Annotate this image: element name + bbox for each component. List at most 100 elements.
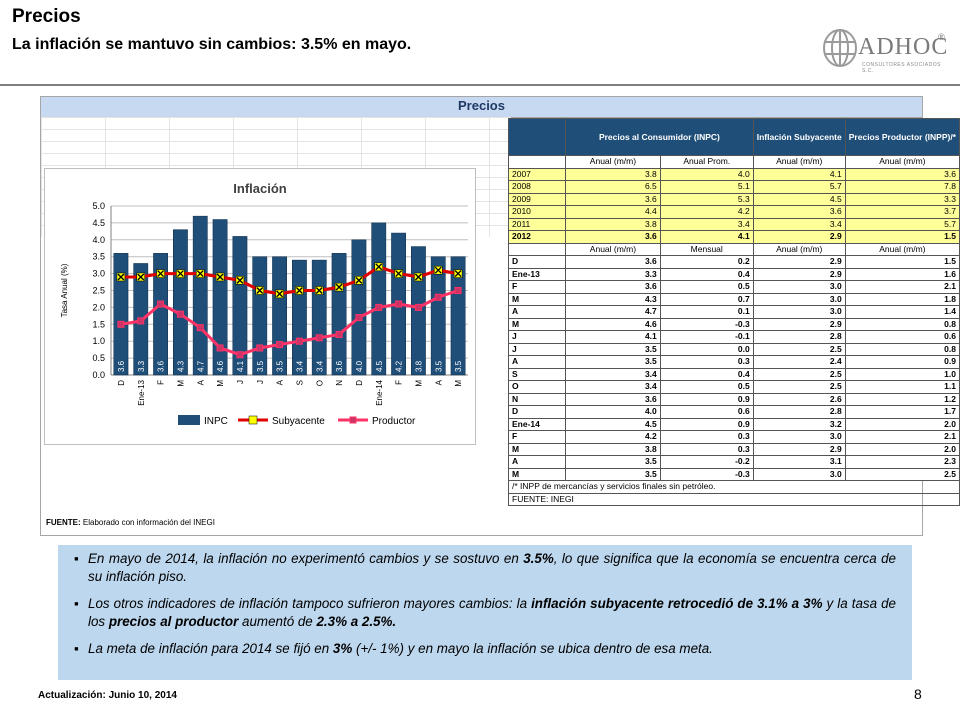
inflation-chart-svg: Inflación 0.0 0.5 1.0 1.5 2.0 2.5 3.0 3.5 4.0 4.5 5… <box>60 181 468 427</box>
bar-value-label: 3.5 <box>256 360 265 372</box>
header-subyacente: Inflación Subyacente <box>752 118 846 156</box>
productor-marker <box>256 344 264 352</box>
subyacente-marker-x <box>196 270 204 278</box>
bullet-text: (+/- 1%) y en mayo la inflación se ubica… <box>352 641 713 656</box>
table-cell: 0.4 <box>659 367 754 381</box>
subyacente-marker-x <box>335 283 343 291</box>
table-cell: 2.5 <box>844 467 960 481</box>
table-row-month: J 3.5 0.0 2.5 0.8 <box>507 342 960 356</box>
table-cell: 4.7 <box>565 305 661 319</box>
panel-title: Precios <box>458 98 505 113</box>
bullet-text: , lo que significa que la economía se en… <box>88 551 896 584</box>
table-cell: 3.0 <box>752 305 846 319</box>
table-cell: 0.6 <box>844 330 960 344</box>
subyacente-marker-x <box>157 270 165 278</box>
row-label: 2011 <box>507 217 567 231</box>
subheader-cell: Anual (m/m) <box>565 155 661 169</box>
x-tick-label: F <box>157 380 166 385</box>
bar-value-label: 4.6 <box>216 360 225 372</box>
panel-header: Precios <box>41 97 922 118</box>
table-cell: 3.6 <box>565 280 661 294</box>
logo-globe-icon <box>823 29 857 67</box>
subyacente-marker-x <box>355 276 363 284</box>
bullet-text: y la tasa de los <box>88 596 896 629</box>
table-cell: 5.1 <box>659 180 754 194</box>
row-label: 2008 <box>507 180 567 194</box>
table-row-month: M 4.3 0.7 3.0 1.8 <box>507 292 960 306</box>
table-row-month: N 3.6 0.9 2.6 1.2 <box>507 392 960 406</box>
bar-value-label: 3.6 <box>335 360 344 372</box>
y-tick-label: 4.0 <box>92 235 105 245</box>
table-cell: 2.8 <box>752 405 846 419</box>
table-cell: 4.4 <box>565 205 661 219</box>
x-tick-label: D <box>355 380 364 386</box>
x-tick-label: M <box>176 380 185 387</box>
table-cell: 0.9 <box>659 392 754 406</box>
table-note-row: /* INPP de mercancías y servicios finale… <box>508 480 960 494</box>
bar-value-label: 3.4 <box>295 360 304 372</box>
table-subheader-corner <box>507 242 567 256</box>
productor-marker <box>434 293 442 301</box>
table-cell: 3.8 <box>565 442 661 456</box>
row-label: S <box>507 367 567 381</box>
row-label: N <box>507 392 567 406</box>
row-label: D <box>507 255 567 269</box>
table-cell: 3.3 <box>565 267 661 281</box>
y-tick-label: 4.5 <box>92 218 105 228</box>
productor-marker <box>157 300 165 308</box>
legend-productor-label: Productor <box>372 416 416 427</box>
header-divider <box>0 84 960 86</box>
table-row-year: 2010 4.4 4.2 3.6 3.7 <box>507 205 960 219</box>
notes-box: En mayo de 2014, la inflación no experim… <box>58 545 912 680</box>
page-subtitle: La inflación se mantuvo sin cambios: 3.5… <box>12 36 412 53</box>
table-cell: 3.4 <box>565 367 661 381</box>
table-cell: 7.8 <box>844 180 960 194</box>
table-cell: 2.9 <box>752 317 846 331</box>
inpc-bar <box>113 253 129 376</box>
table-cell: 2.6 <box>752 392 846 406</box>
inflation-chart: Inflación 0.0 0.5 1.0 1.5 2.0 2.5 3.0 3.5 4.0 4.5 5… <box>44 168 476 445</box>
table-cell: 2.1 <box>844 280 960 294</box>
header-inpp: Precios Productor (INPP)/* <box>844 118 960 156</box>
update-date: Actualización: Junio 10, 2014 <box>38 690 177 701</box>
table-cell: 1.2 <box>844 392 960 406</box>
bullet-emphasis: 3.5% <box>523 551 554 566</box>
table-row-month: M 3.5 -0.3 3.0 2.5 <box>507 467 960 481</box>
productor-marker <box>335 330 343 338</box>
y-tick-label: 0.0 <box>92 370 105 380</box>
x-tick-label: A <box>196 379 205 385</box>
bullet-point: Los otros indicadores de inflación tampo… <box>74 595 896 631</box>
row-label: M <box>507 467 567 481</box>
table-cell: 3.6 <box>565 255 661 269</box>
row-label: 2010 <box>507 205 567 219</box>
productor-marker <box>295 337 303 345</box>
bullet-emphasis: 2.3% a 2.5%. <box>316 614 397 629</box>
table-cell: 0.8 <box>844 317 960 331</box>
x-tick-label: J <box>236 380 245 384</box>
table-cell: 3.6 <box>752 205 846 219</box>
inpc-bar <box>371 222 387 376</box>
row-label: Ene-14 <box>507 417 567 431</box>
productor-marker <box>176 310 184 318</box>
table-cell: 4.2 <box>659 205 754 219</box>
table-cell: 2.0 <box>844 417 960 431</box>
x-tick-label: M <box>414 380 423 387</box>
inpc-bar <box>450 256 466 376</box>
table-row-month: J 4.1 -0.1 2.8 0.6 <box>507 330 960 344</box>
productor-marker <box>355 314 363 322</box>
table-cell: 3.1 <box>752 455 846 469</box>
header-inpc: Precios al Consumidor (INPC) <box>565 118 754 156</box>
table-cell: 5.3 <box>659 192 754 206</box>
bar-value-label: 3.5 <box>434 360 443 372</box>
inpc-bar <box>252 256 268 376</box>
subyacente-marker-x <box>454 270 462 278</box>
row-label: 2012 <box>507 230 567 244</box>
table-cell: 0.3 <box>659 430 754 444</box>
subyacente-marker-x <box>117 273 125 281</box>
inpc-bar <box>232 236 248 376</box>
table-cell: 2.0 <box>844 442 960 456</box>
table-row-month: M 4.6 -0.3 2.9 0.8 <box>507 317 960 331</box>
table-row-month: D 4.0 0.6 2.8 1.7 <box>507 405 960 419</box>
table-cell: 3.5 <box>565 467 661 481</box>
chart-source-label: FUENTE: <box>46 518 81 527</box>
